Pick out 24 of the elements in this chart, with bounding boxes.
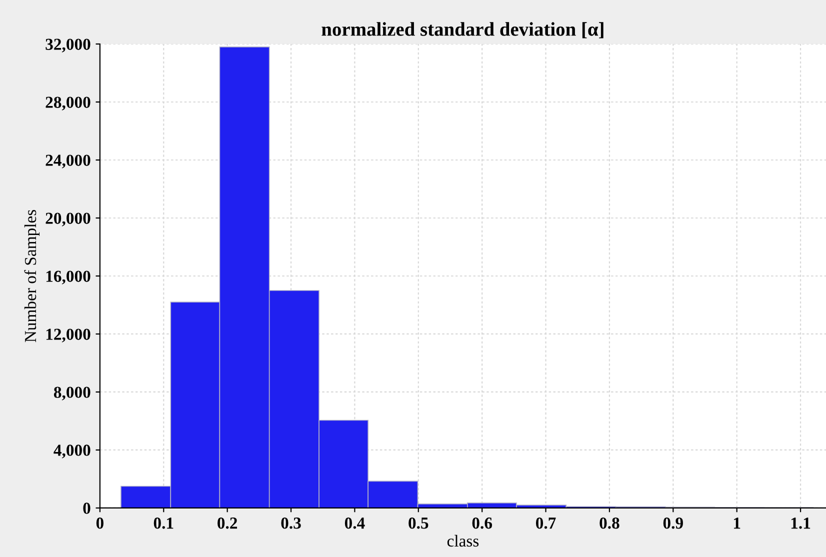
y-tick-label: 12,000 [46,328,90,342]
y-tick-label: 28,000 [46,96,90,110]
x-tick-label: 0.3 [281,517,301,529]
x-tick-label: 0.2 [218,517,238,529]
chart-title: normalized standard deviation [α] [322,22,604,38]
x-tick-label: 0.6 [472,517,492,529]
y-tick-label: 32,000 [46,38,90,52]
y-tick-label: 24,000 [46,154,90,168]
x-tick-label: 0.1 [154,517,174,529]
y-tick-label: 4,000 [54,444,90,458]
x-tick-label: 0.7 [536,517,556,529]
x-tick-label: 1 [734,518,740,529]
x-tick-label: 0.5 [408,517,428,529]
x-tick-label: 0.4 [344,517,365,529]
y-tick-label: 8,000 [54,386,90,400]
x-tick-label: 1.1 [791,518,810,529]
x-axis-title: class [447,534,479,547]
y-tick-label: 20,000 [46,212,90,226]
x-tick-label: 0 [96,517,104,529]
y-tick-label: 16,000 [46,270,90,284]
x-tick-label: 0.9 [663,517,683,529]
y-axis-title: Number of Samples [24,210,40,342]
x-tick-label: 0.8 [600,517,620,529]
y-tick-label: 0 [83,502,90,514]
